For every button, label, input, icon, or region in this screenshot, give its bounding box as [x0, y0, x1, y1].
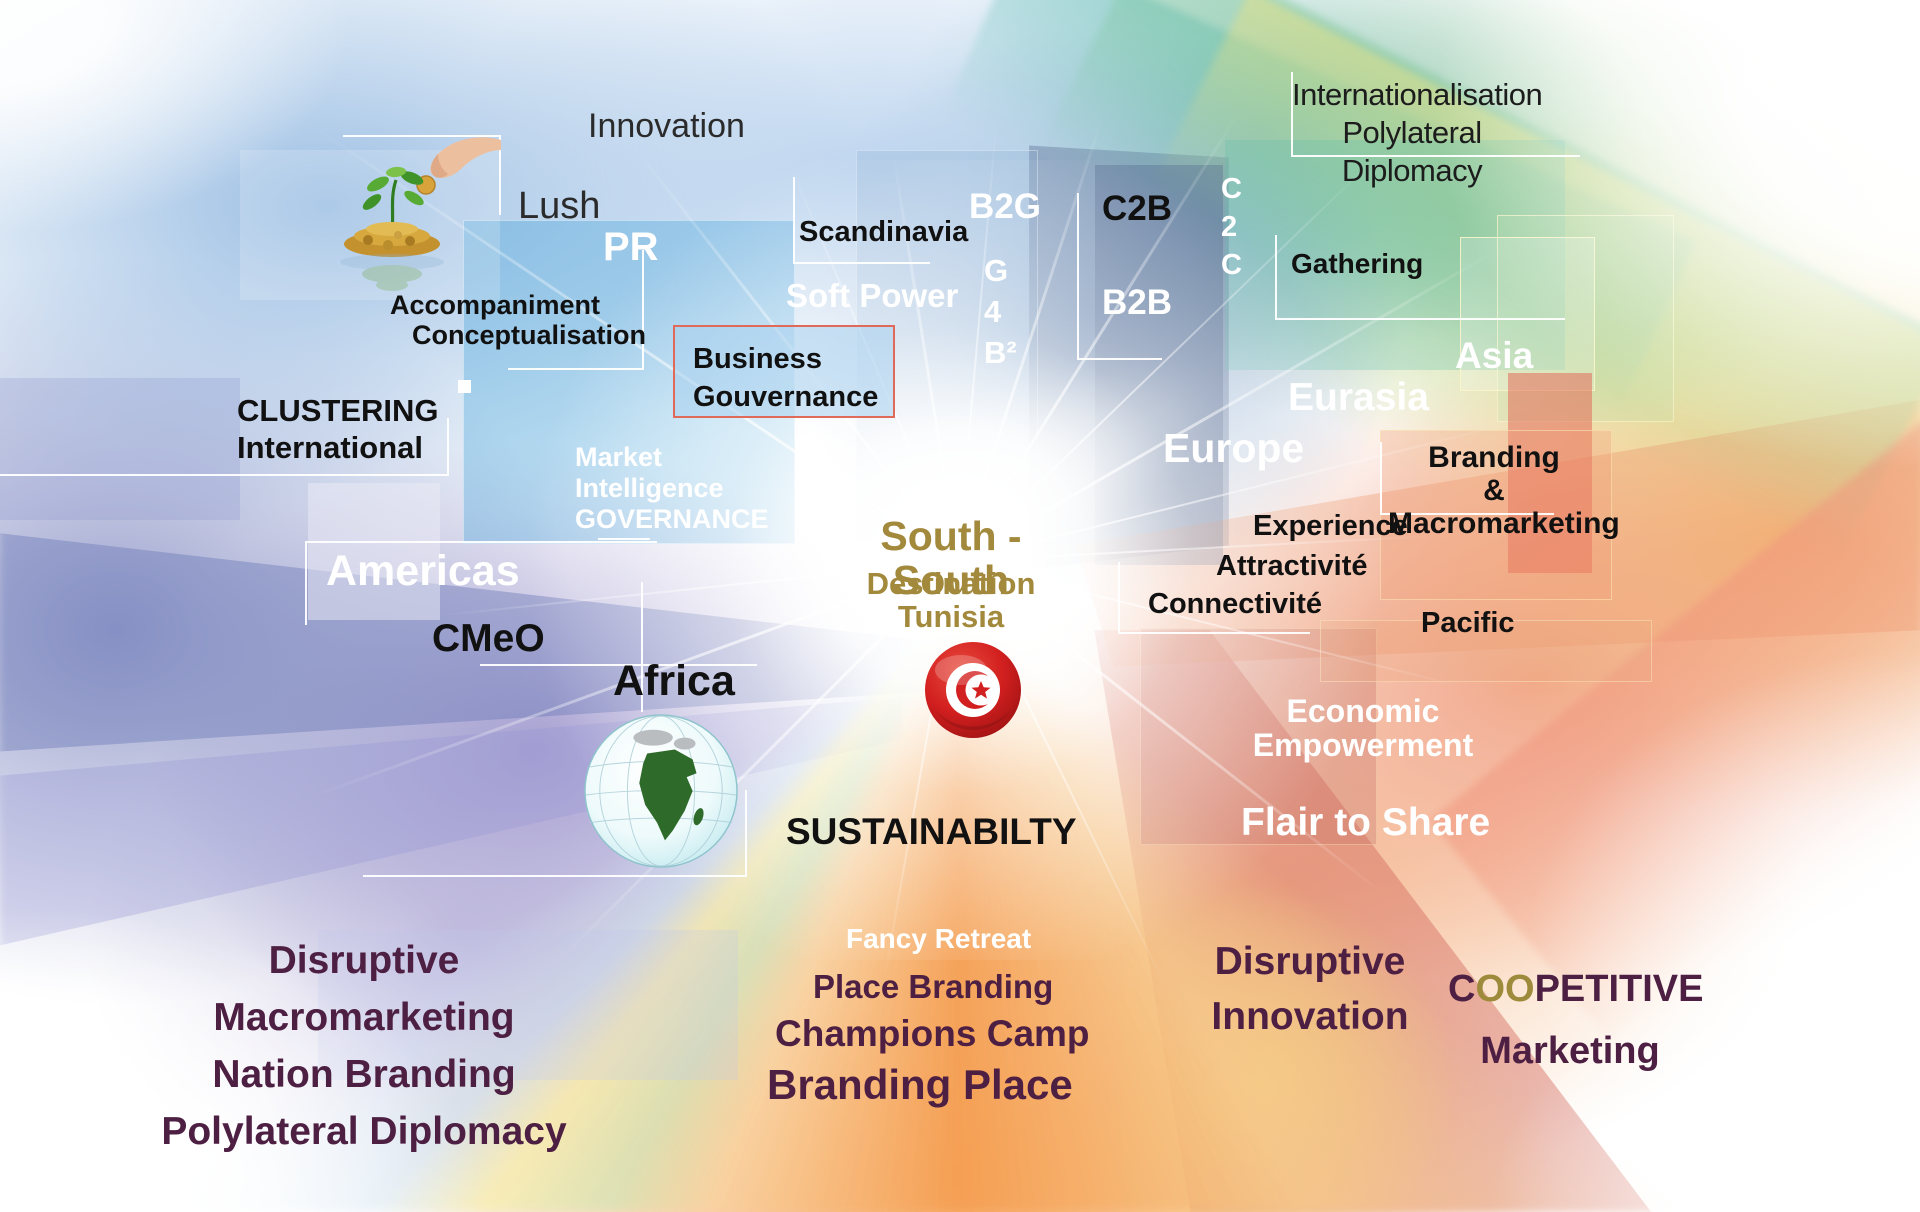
frame-line: [1380, 442, 1554, 515]
hand-dropping-coin: [416, 137, 501, 195]
label-champions-camp: Champions Camp: [775, 1013, 1090, 1054]
label-pacific: Pacific: [1421, 607, 1515, 639]
center-heading: South - South: [880, 513, 1022, 604]
label-c2c: C 2 C: [1221, 173, 1242, 281]
label-economic-empowerment: Economic Empowerment: [1252, 693, 1474, 763]
label-disruptive-innovation: Disruptive Innovation: [1211, 940, 1409, 1038]
label-innovation: Innovation: [588, 107, 745, 145]
label-b2b: B2B: [1102, 283, 1173, 322]
label-conceptualisation: Conceptualisation: [412, 320, 647, 350]
frame-line: [343, 135, 501, 215]
center-subtitle: Destination Tunisia: [866, 566, 1036, 634]
coopetitive-line: COOPETITIVE: [1448, 968, 1704, 1010]
label-connectivite: Connectivité: [1148, 588, 1323, 620]
coopetitive-oo-gold: OO: [1475, 968, 1535, 1010]
label-cmeo: CMeO: [432, 617, 545, 660]
plant-coins-image: [340, 137, 501, 291]
business-gouvernance-box: Business Gouvernance: [673, 325, 895, 418]
label-internationalisation-block: Internationalisation Polylateral Diploma…: [1292, 77, 1543, 188]
africa-landmass: [639, 749, 697, 841]
label-pr: PR: [603, 225, 659, 269]
label-soft-power: Soft Power: [786, 277, 959, 314]
label-place-branding: Place Branding: [813, 968, 1054, 1005]
label-clustering: CLUSTERING: [237, 393, 439, 428]
reflection: [340, 254, 444, 291]
label-g4b: G 4 B²: [984, 253, 1017, 370]
label-b2g: B2G: [969, 187, 1041, 226]
frame-line: [641, 582, 643, 712]
label-accompaniment: Accompaniment: [390, 290, 601, 320]
frame-line: [480, 664, 757, 666]
label-scandinavia: Scandinavia: [799, 216, 969, 248]
label-asia: Asia: [1455, 335, 1534, 376]
frame-line: [508, 250, 644, 370]
label-market-intelligence-governance: Market Intelligence GOVERNANCE: [575, 442, 769, 534]
label-business: Business Gouvernance: [693, 343, 879, 413]
frame-line: [1118, 562, 1310, 634]
frame-line: [1291, 72, 1580, 157]
label-attractivite: Attractivité: [1216, 550, 1368, 582]
label-branding-macromarketing: Branding & Macromarketing: [1388, 441, 1620, 540]
africa-globe: [584, 714, 738, 868]
frame-line: [0, 418, 449, 476]
label-sustainability: SUSTAINABILTY: [786, 811, 1077, 852]
frame-line: [598, 538, 650, 540]
label-bottom-left-block: Disruptive Macromarketing Nation Brandin…: [161, 939, 567, 1153]
white-square-marker: [458, 380, 471, 393]
label-flair-to-share: Flair to Share: [1241, 801, 1491, 844]
label-c2b: C2B: [1102, 189, 1173, 228]
frame-line: [1275, 235, 1565, 320]
label-europe: Europe: [1163, 425, 1305, 471]
label-experience: Experience: [1253, 510, 1408, 542]
label-coopetitive-marketing: COOPETITIVE Marketing: [1448, 958, 1704, 1082]
label-branding-place: Branding Place: [767, 1061, 1073, 1108]
label-fancy-retreat: Fancy Retreat: [846, 923, 1032, 954]
label-lush: Lush: [518, 185, 601, 227]
frame-line: [305, 541, 657, 625]
coin-pile: [344, 222, 440, 257]
frame-line: [1077, 193, 1162, 360]
label-africa: Africa: [613, 657, 735, 705]
label-gathering: Gathering: [1291, 248, 1424, 279]
frame-line: [363, 790, 747, 877]
label-eurasia: Eurasia: [1288, 376, 1429, 419]
label-americas: Americas: [326, 547, 520, 595]
tunisia-flag-icon: [925, 642, 1021, 738]
frame-line: [793, 177, 930, 264]
label-international: International: [237, 430, 424, 465]
